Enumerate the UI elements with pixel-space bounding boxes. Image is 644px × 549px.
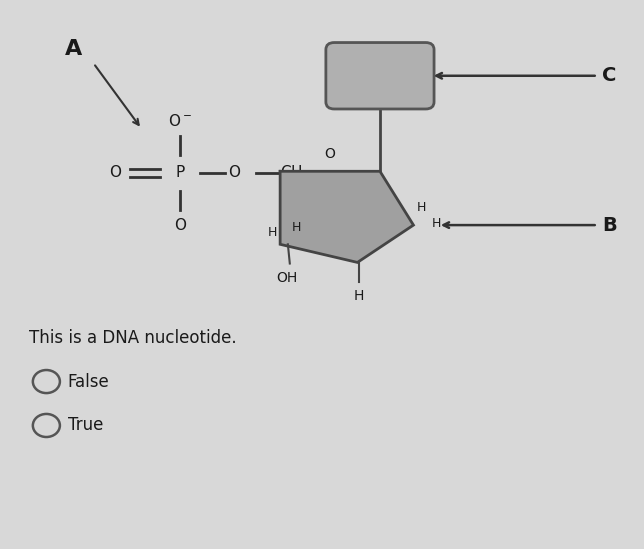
Text: H: H (417, 201, 426, 214)
Text: False: False (68, 373, 109, 390)
Text: A: A (64, 40, 82, 59)
Text: O$^-$: O$^-$ (168, 113, 193, 129)
Text: H: H (292, 221, 301, 234)
Text: O: O (325, 147, 336, 161)
Text: True: True (68, 417, 103, 434)
Text: H: H (354, 289, 364, 303)
Text: O: O (175, 218, 186, 233)
Text: C: C (602, 66, 616, 85)
Text: CH$_2$: CH$_2$ (280, 164, 310, 182)
Text: OH: OH (276, 271, 297, 285)
Text: B: B (602, 216, 617, 234)
FancyBboxPatch shape (326, 43, 434, 109)
Polygon shape (280, 171, 413, 262)
Text: P: P (176, 165, 185, 181)
Text: H: H (267, 226, 277, 239)
Text: O: O (109, 165, 121, 181)
Text: This is a DNA nucleotide.: This is a DNA nucleotide. (29, 329, 236, 346)
Text: H: H (431, 217, 441, 231)
Text: O: O (229, 165, 240, 181)
